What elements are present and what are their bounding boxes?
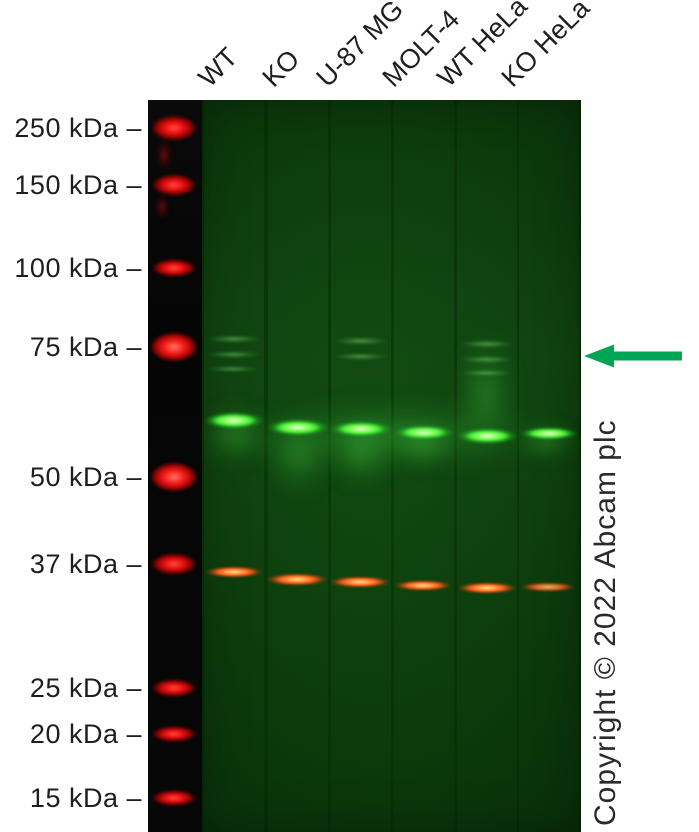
- ladder-lane: [148, 100, 202, 832]
- faint-band-75kda-lane-3b: [333, 353, 389, 360]
- mw-label-100kda: 100 kDa –: [14, 253, 142, 283]
- orange-band-lane-6: [520, 582, 576, 592]
- blot-membrane: [202, 100, 581, 832]
- faint-band-75kda-lane-5c: [459, 370, 513, 376]
- ladder-band-100kda: [152, 259, 196, 277]
- green-band-lane-4: [394, 425, 454, 440]
- lane-streak-4: [394, 100, 454, 832]
- lane-streak-1: [204, 100, 264, 832]
- ladder-band-250kda-smear: [156, 138, 172, 172]
- green-band-lane-6: [520, 427, 578, 440]
- mw-label-250kda: 250 kDa –: [14, 113, 142, 143]
- ladder-band-250kda: [151, 115, 197, 141]
- copyright-text: Copyright © 2022 Abcam plc: [589, 419, 622, 826]
- ladder-band-20kda: [152, 726, 196, 742]
- mw-label-75kda: 75 kDa –: [29, 332, 142, 362]
- mw-label-150kda: 150 kDa –: [14, 170, 142, 200]
- ladder-band-37kda: [151, 553, 197, 575]
- orange-band-lane-2: [266, 573, 328, 586]
- mw-label-25kda: 25 kDa –: [29, 673, 142, 703]
- mw-label-15kda: 15 kDa –: [29, 783, 142, 813]
- mw-label-20kda: 20 kDa –: [29, 719, 142, 749]
- faint-band-75kda-lane-1b: [206, 351, 262, 358]
- orange-band-lane-5: [457, 582, 517, 594]
- mw-label-50kda: 50 kDa –: [29, 462, 142, 492]
- ladder-band-75kda: [150, 332, 198, 362]
- glow-lane-1: [202, 400, 272, 470]
- faint-band-75kda-lane-1: [206, 335, 262, 343]
- ladder-band-25kda: [152, 679, 196, 697]
- ladder-band-150kda: [152, 174, 196, 196]
- green-band-lane-2: [267, 419, 329, 436]
- ladder-band-15kda: [152, 790, 196, 806]
- mw-label-37kda: 37 kDa –: [29, 549, 142, 579]
- green-band-lane-1: [204, 412, 264, 429]
- ladder-band-150kda-smear: [155, 194, 169, 220]
- lane-label-ko: KO: [256, 43, 306, 93]
- lane-label-wt: WT: [192, 41, 244, 93]
- ladder-band-50kda: [150, 462, 198, 492]
- orange-band-lane-1: [205, 566, 263, 578]
- orange-band-lane-4: [394, 580, 452, 591]
- lane-streak-3: [331, 100, 391, 832]
- orange-band-lane-3: [329, 576, 391, 588]
- faint-band-75kda-lane-1c: [206, 366, 260, 372]
- arrow-left-icon: [584, 344, 682, 368]
- lane-streak-5: [457, 100, 517, 832]
- target-band-arrow: [584, 343, 682, 369]
- lane-streak-2: [268, 100, 328, 832]
- faint-band-75kda-lane-5b: [459, 356, 515, 363]
- faint-band-75kda-lane-3: [333, 337, 389, 345]
- green-band-lane-5: [457, 428, 518, 444]
- lane-streak-6: [519, 100, 579, 832]
- faint-band-75kda-lane-5: [459, 340, 515, 348]
- green-band-lane-3: [330, 421, 392, 437]
